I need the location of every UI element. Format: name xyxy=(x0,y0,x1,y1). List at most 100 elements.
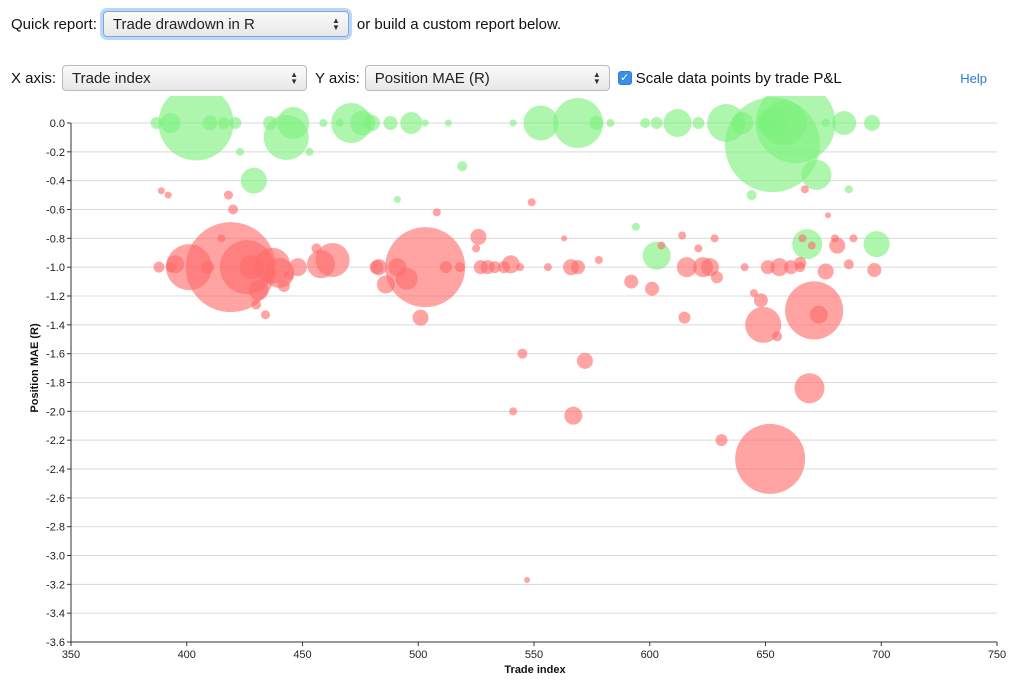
win-trade-point[interactable] xyxy=(746,190,757,201)
win-trade-point[interactable] xyxy=(444,119,452,127)
win-trade-point[interactable] xyxy=(844,185,853,194)
loss-trade-point[interactable] xyxy=(798,234,807,243)
loss-trade-point[interactable] xyxy=(454,262,465,273)
win-trade-point[interactable] xyxy=(589,116,604,130)
win-trade-point[interactable] xyxy=(509,119,517,127)
loss-trade-point[interactable] xyxy=(228,204,239,215)
loss-trade-point[interactable] xyxy=(753,293,768,308)
help-link[interactable]: Help xyxy=(960,70,987,86)
win-trade-point[interactable] xyxy=(863,115,880,131)
win-trade-point[interactable] xyxy=(202,115,218,131)
loss-trade-point[interactable] xyxy=(809,305,828,324)
loss-trade-point[interactable] xyxy=(517,348,528,359)
loss-trade-point[interactable] xyxy=(817,263,834,280)
loss-trade-point[interactable] xyxy=(745,306,782,343)
loss-trade-point[interactable] xyxy=(849,234,858,243)
loss-trade-point[interactable] xyxy=(700,258,719,277)
win-trade-point[interactable] xyxy=(821,119,830,127)
win-trade-point[interactable] xyxy=(421,119,429,127)
loss-trade-point[interactable] xyxy=(412,309,429,326)
win-trade-point[interactable] xyxy=(552,98,603,148)
loss-trade-point[interactable] xyxy=(576,352,593,369)
win-trade-point[interactable] xyxy=(523,105,559,141)
loss-trade-point[interactable] xyxy=(516,263,525,272)
loss-trade-point[interactable] xyxy=(678,311,691,324)
loss-trade-point[interactable] xyxy=(472,244,481,253)
loss-trade-point[interactable] xyxy=(288,258,307,277)
loss-trade-point[interactable] xyxy=(794,373,825,404)
win-trade-point[interactable] xyxy=(642,241,671,270)
loss-trade-point[interactable] xyxy=(561,235,568,242)
loss-trade-point[interactable] xyxy=(524,577,531,584)
loss-trade-point[interactable] xyxy=(710,271,723,284)
loss-trade-point[interactable] xyxy=(645,281,660,296)
win-trade-point[interactable] xyxy=(158,96,234,161)
loss-trade-point[interactable] xyxy=(795,262,806,273)
win-trade-point[interactable] xyxy=(631,222,640,231)
loss-trade-point[interactable] xyxy=(772,331,783,342)
loss-trade-point[interactable] xyxy=(624,274,639,289)
win-trade-point[interactable] xyxy=(832,111,857,135)
loss-trade-point[interactable] xyxy=(749,289,758,298)
loss-trade-point[interactable] xyxy=(277,279,290,292)
loss-trade-point[interactable] xyxy=(735,423,806,494)
win-trade-point[interactable] xyxy=(792,229,823,260)
win-trade-point[interactable] xyxy=(400,112,423,134)
loss-trade-point[interactable] xyxy=(800,185,809,194)
loss-trade-point[interactable] xyxy=(501,255,520,274)
win-trade-point[interactable] xyxy=(319,119,328,127)
loss-trade-point[interactable] xyxy=(825,212,832,219)
loss-trade-point[interactable] xyxy=(488,261,501,274)
win-trade-point[interactable] xyxy=(663,109,692,137)
loss-trade-point[interactable] xyxy=(223,190,233,200)
win-trade-point[interactable] xyxy=(363,115,380,131)
loss-trade-point[interactable] xyxy=(710,234,719,243)
loss-trade-point[interactable] xyxy=(370,259,387,276)
loss-trade-point[interactable] xyxy=(509,407,518,416)
loss-trade-point[interactable] xyxy=(432,208,441,217)
loss-trade-point[interactable] xyxy=(315,242,350,277)
loss-trade-point[interactable] xyxy=(385,227,466,308)
loss-trade-point[interactable] xyxy=(594,255,603,264)
loss-trade-point[interactable] xyxy=(440,261,453,274)
win-trade-point[interactable] xyxy=(640,118,651,128)
win-trade-point[interactable] xyxy=(383,116,398,130)
loss-trade-point[interactable] xyxy=(770,258,789,277)
loss-trade-point[interactable] xyxy=(470,228,487,245)
win-trade-point[interactable] xyxy=(863,231,890,258)
loss-trade-point[interactable] xyxy=(715,434,728,447)
win-trade-point[interactable] xyxy=(393,195,401,203)
loss-trade-point[interactable] xyxy=(564,406,583,425)
win-trade-point[interactable] xyxy=(692,117,705,129)
loss-trade-point[interactable] xyxy=(527,198,536,207)
win-trade-point[interactable] xyxy=(277,107,310,139)
loss-trade-point[interactable] xyxy=(157,187,165,195)
win-trade-point[interactable] xyxy=(457,161,468,172)
win-trade-point[interactable] xyxy=(755,96,836,163)
loss-trade-point[interactable] xyxy=(260,310,270,320)
loss-trade-point[interactable] xyxy=(676,257,697,278)
y-axis-select[interactable]: Position MAE (R) ▲ ▼ xyxy=(364,65,610,91)
loss-trade-point[interactable] xyxy=(153,261,165,273)
loss-trade-point[interactable] xyxy=(867,263,882,278)
win-trade-point[interactable] xyxy=(650,117,663,129)
win-trade-point[interactable] xyxy=(801,159,832,190)
loss-trade-point[interactable] xyxy=(543,263,552,272)
win-trade-point[interactable] xyxy=(217,117,230,129)
scale-checkbox[interactable]: ✓ xyxy=(617,71,632,85)
loss-trade-point[interactable] xyxy=(829,237,846,254)
loss-trade-point[interactable] xyxy=(740,263,749,272)
loss-trade-point[interactable] xyxy=(248,280,269,301)
loss-trade-point[interactable] xyxy=(283,270,294,281)
win-trade-point[interactable] xyxy=(606,119,615,127)
loss-trade-point[interactable] xyxy=(251,299,262,310)
loss-trade-point[interactable] xyxy=(657,241,666,250)
loss-trade-point[interactable] xyxy=(807,241,816,250)
win-trade-point[interactable] xyxy=(305,147,314,156)
win-trade-point[interactable] xyxy=(240,167,267,194)
loss-trade-point[interactable] xyxy=(678,231,687,240)
win-trade-point[interactable] xyxy=(235,147,244,156)
loss-trade-point[interactable] xyxy=(694,244,703,253)
loss-trade-point[interactable] xyxy=(843,259,854,270)
x-axis-select[interactable]: Trade index ▲ ▼ xyxy=(62,65,308,91)
